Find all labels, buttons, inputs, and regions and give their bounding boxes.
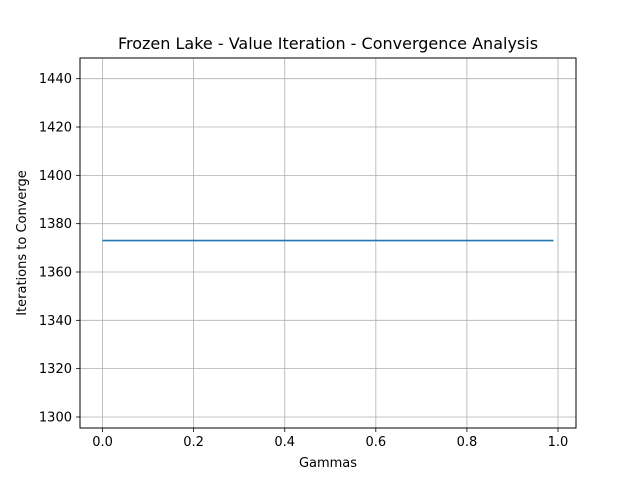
- y-tick-label: 1400: [39, 169, 72, 184]
- y-tick-label: 1300: [39, 410, 72, 425]
- x-axis-label: Gammas: [299, 456, 357, 471]
- y-tick-label: 1340: [39, 314, 72, 329]
- y-tick-label: 1420: [39, 121, 72, 136]
- x-tick-label: 0.0: [92, 435, 113, 450]
- y-tick-label: 1440: [39, 72, 72, 87]
- grid: [80, 58, 576, 428]
- x-tick-label: 0.2: [183, 435, 204, 450]
- x-axis-ticks: 0.0 0.2 0.4 0.6 0.8 1.0: [92, 428, 568, 450]
- plot-frame: [79, 57, 577, 429]
- chart-title: Frozen Lake - Value Iteration - Converge…: [118, 34, 538, 53]
- x-tick-label: 0.8: [457, 435, 478, 450]
- y-axis-ticks: 1300 1320 1340 1360 1380 1400 1420 1440: [39, 72, 80, 425]
- y-tick-label: 1360: [39, 265, 72, 280]
- y-axis-label: Iterations to Converge: [15, 170, 30, 316]
- x-tick-label: 0.4: [274, 435, 295, 450]
- x-tick-label: 0.6: [365, 435, 386, 450]
- y-tick-label: 1320: [39, 362, 72, 377]
- x-tick-label: 1.0: [548, 435, 569, 450]
- y-tick-label: 1380: [39, 217, 72, 232]
